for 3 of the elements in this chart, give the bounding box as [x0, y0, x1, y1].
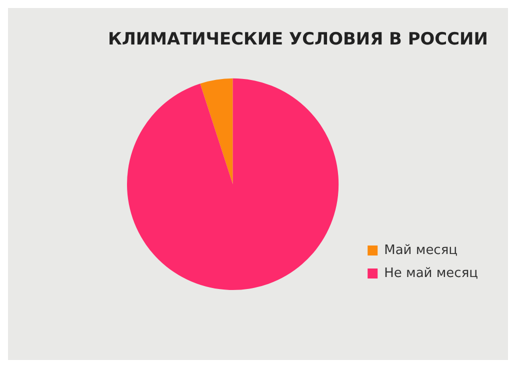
legend-label: Май месяц	[384, 242, 458, 258]
legend-label: Не май месяц	[384, 266, 478, 281]
chart-title: КЛИМАТИЧЕСКИЕ УСЛОВИЯ В РОССИИ	[108, 30, 488, 50]
